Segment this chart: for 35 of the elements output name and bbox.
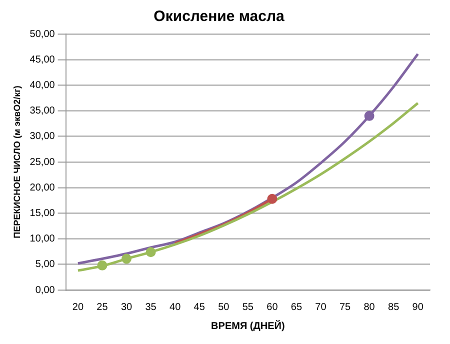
x-tick-label: 90 — [412, 302, 424, 313]
point — [146, 247, 156, 258]
y-tick-label: 45,00 — [30, 54, 56, 66]
point — [97, 260, 108, 270]
x-tick-label: 30 — [120, 302, 133, 313]
y-tick-label: 35,00 — [30, 106, 56, 117]
x-tick-label: 40 — [170, 302, 182, 313]
y-tick-label: 20,00 — [30, 182, 56, 194]
chart-title: Окисление масла — [154, 8, 285, 26]
line-series — [76, 102, 420, 272]
x-tick-label: 35 — [145, 302, 157, 313]
point — [364, 110, 374, 121]
x-tick-label: 50 — [218, 302, 230, 313]
x-tick-label: 55 — [242, 302, 254, 313]
y-tick-label: 50,00 — [30, 28, 56, 40]
x-tick-label: 85 — [388, 302, 400, 313]
y-tick-label: 0,00 — [35, 284, 56, 296]
x-axis-title: ВРЕМЯ (ДНЕЙ) — [211, 318, 285, 332]
y-tick-label: 10,00 — [30, 234, 56, 245]
y-tick-label: 25,00 — [30, 156, 56, 168]
x-tick-label: 20 — [72, 302, 84, 313]
y-tick-label: 15,00 — [30, 208, 56, 219]
x-tick-label: 60 — [266, 302, 278, 313]
point — [122, 254, 132, 264]
y-tick-label: 40,00 — [30, 80, 56, 91]
x-tick-label: 70 — [315, 302, 327, 313]
x-tick-label: 45 — [194, 302, 206, 313]
y-axis-title: ПЕРЕКИСНОЕ ЧИСЛО (м эквO2/кг) — [12, 86, 22, 238]
point — [267, 194, 278, 204]
x-tick-label: 80 — [364, 302, 376, 313]
x-tick-label: 75 — [339, 302, 352, 313]
y-tick-label: 5,00 — [35, 259, 56, 270]
y-tick-label: 30,00 — [30, 131, 56, 142]
x-tick-label: 65 — [290, 302, 302, 313]
x-tick-label: 25 — [96, 302, 108, 313]
